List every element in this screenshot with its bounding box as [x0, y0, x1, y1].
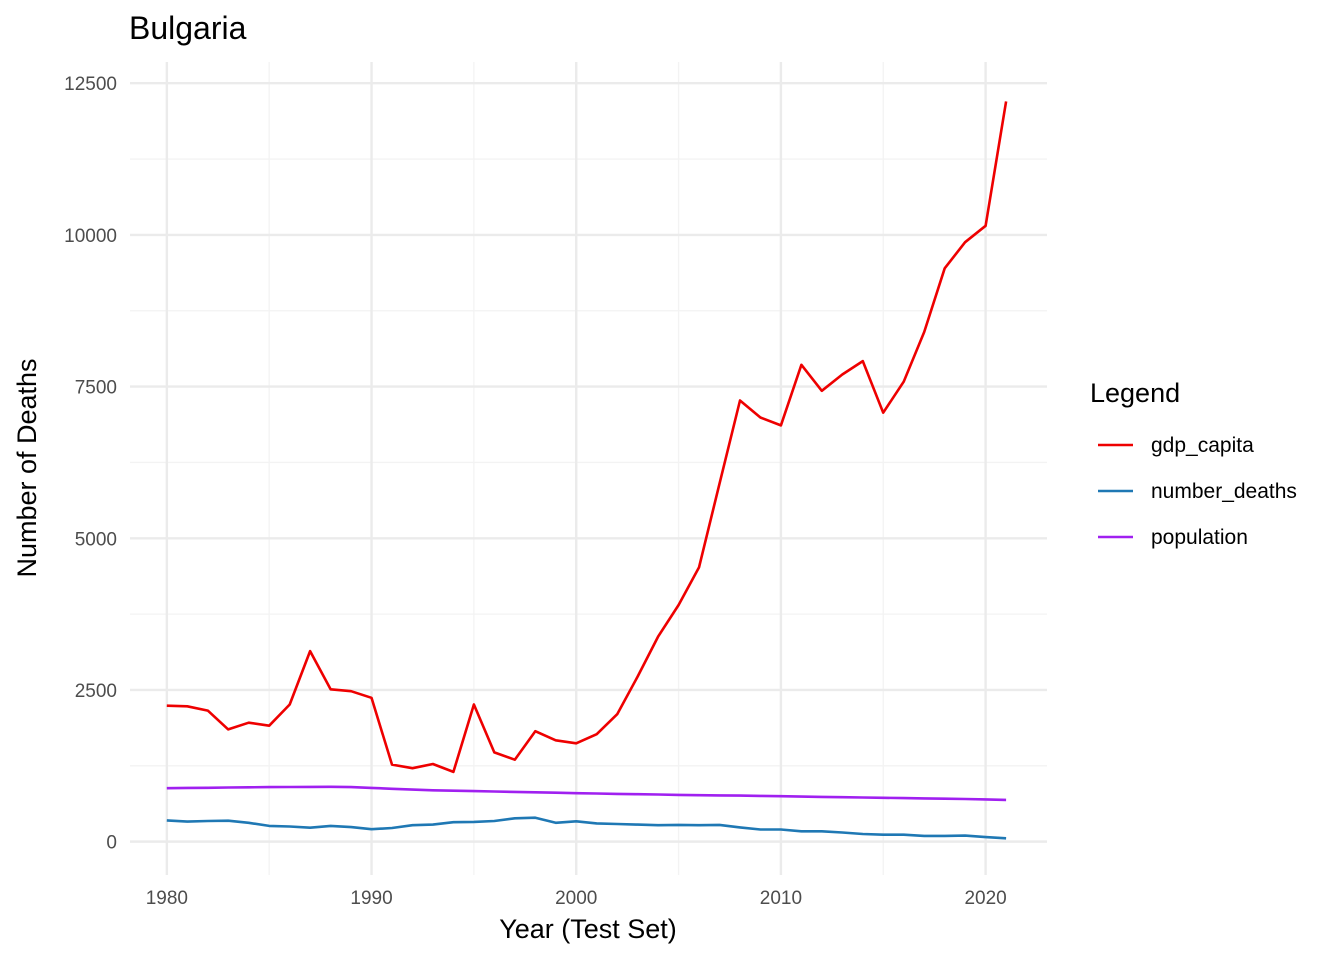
legend-title: Legend [1090, 378, 1180, 408]
y-tick-label: 7500 [75, 378, 117, 399]
x-axis-title: Year (Test Set) [499, 914, 677, 944]
legend: Legend gdp_capita number_deaths population [1090, 378, 1297, 549]
grid-lines [130, 62, 1047, 875]
series-line-gdp-capita [166, 101, 1008, 774]
series-line-population [166, 785, 1007, 802]
y-tick-label: 5000 [75, 529, 117, 550]
y-tick-label: 0 [106, 833, 117, 854]
x-tick-label: 2020 [964, 888, 1006, 909]
y-tick-label: 2500 [75, 681, 117, 702]
y-tick-label: 10000 [64, 226, 117, 247]
legend-item: gdp_capita [1098, 434, 1254, 457]
legend-label: number_deaths [1151, 480, 1297, 503]
x-tick-label: 2010 [760, 888, 802, 909]
series-lines [166, 101, 1008, 840]
x-tick-label: 1990 [350, 888, 392, 909]
series-line-number-deaths [166, 816, 1007, 840]
x-tick-label: 1980 [146, 888, 188, 909]
legend-label: population [1151, 526, 1248, 549]
y-axis-title: Number of Deaths [12, 358, 42, 577]
y-tick-label: 12500 [64, 74, 117, 95]
legend-item: population [1098, 526, 1248, 549]
x-axis-ticks: 1980 1990 2000 2010 2020 [146, 888, 1007, 909]
legend-items: gdp_capita number_deaths population [1098, 434, 1297, 549]
x-tick-label: 2000 [555, 888, 597, 909]
legend-item: number_deaths [1098, 480, 1297, 503]
y-axis-ticks: 0 2500 5000 7500 10000 12500 [64, 74, 117, 853]
chart-title: Bulgaria [129, 10, 247, 46]
legend-label: gdp_capita [1151, 434, 1254, 457]
